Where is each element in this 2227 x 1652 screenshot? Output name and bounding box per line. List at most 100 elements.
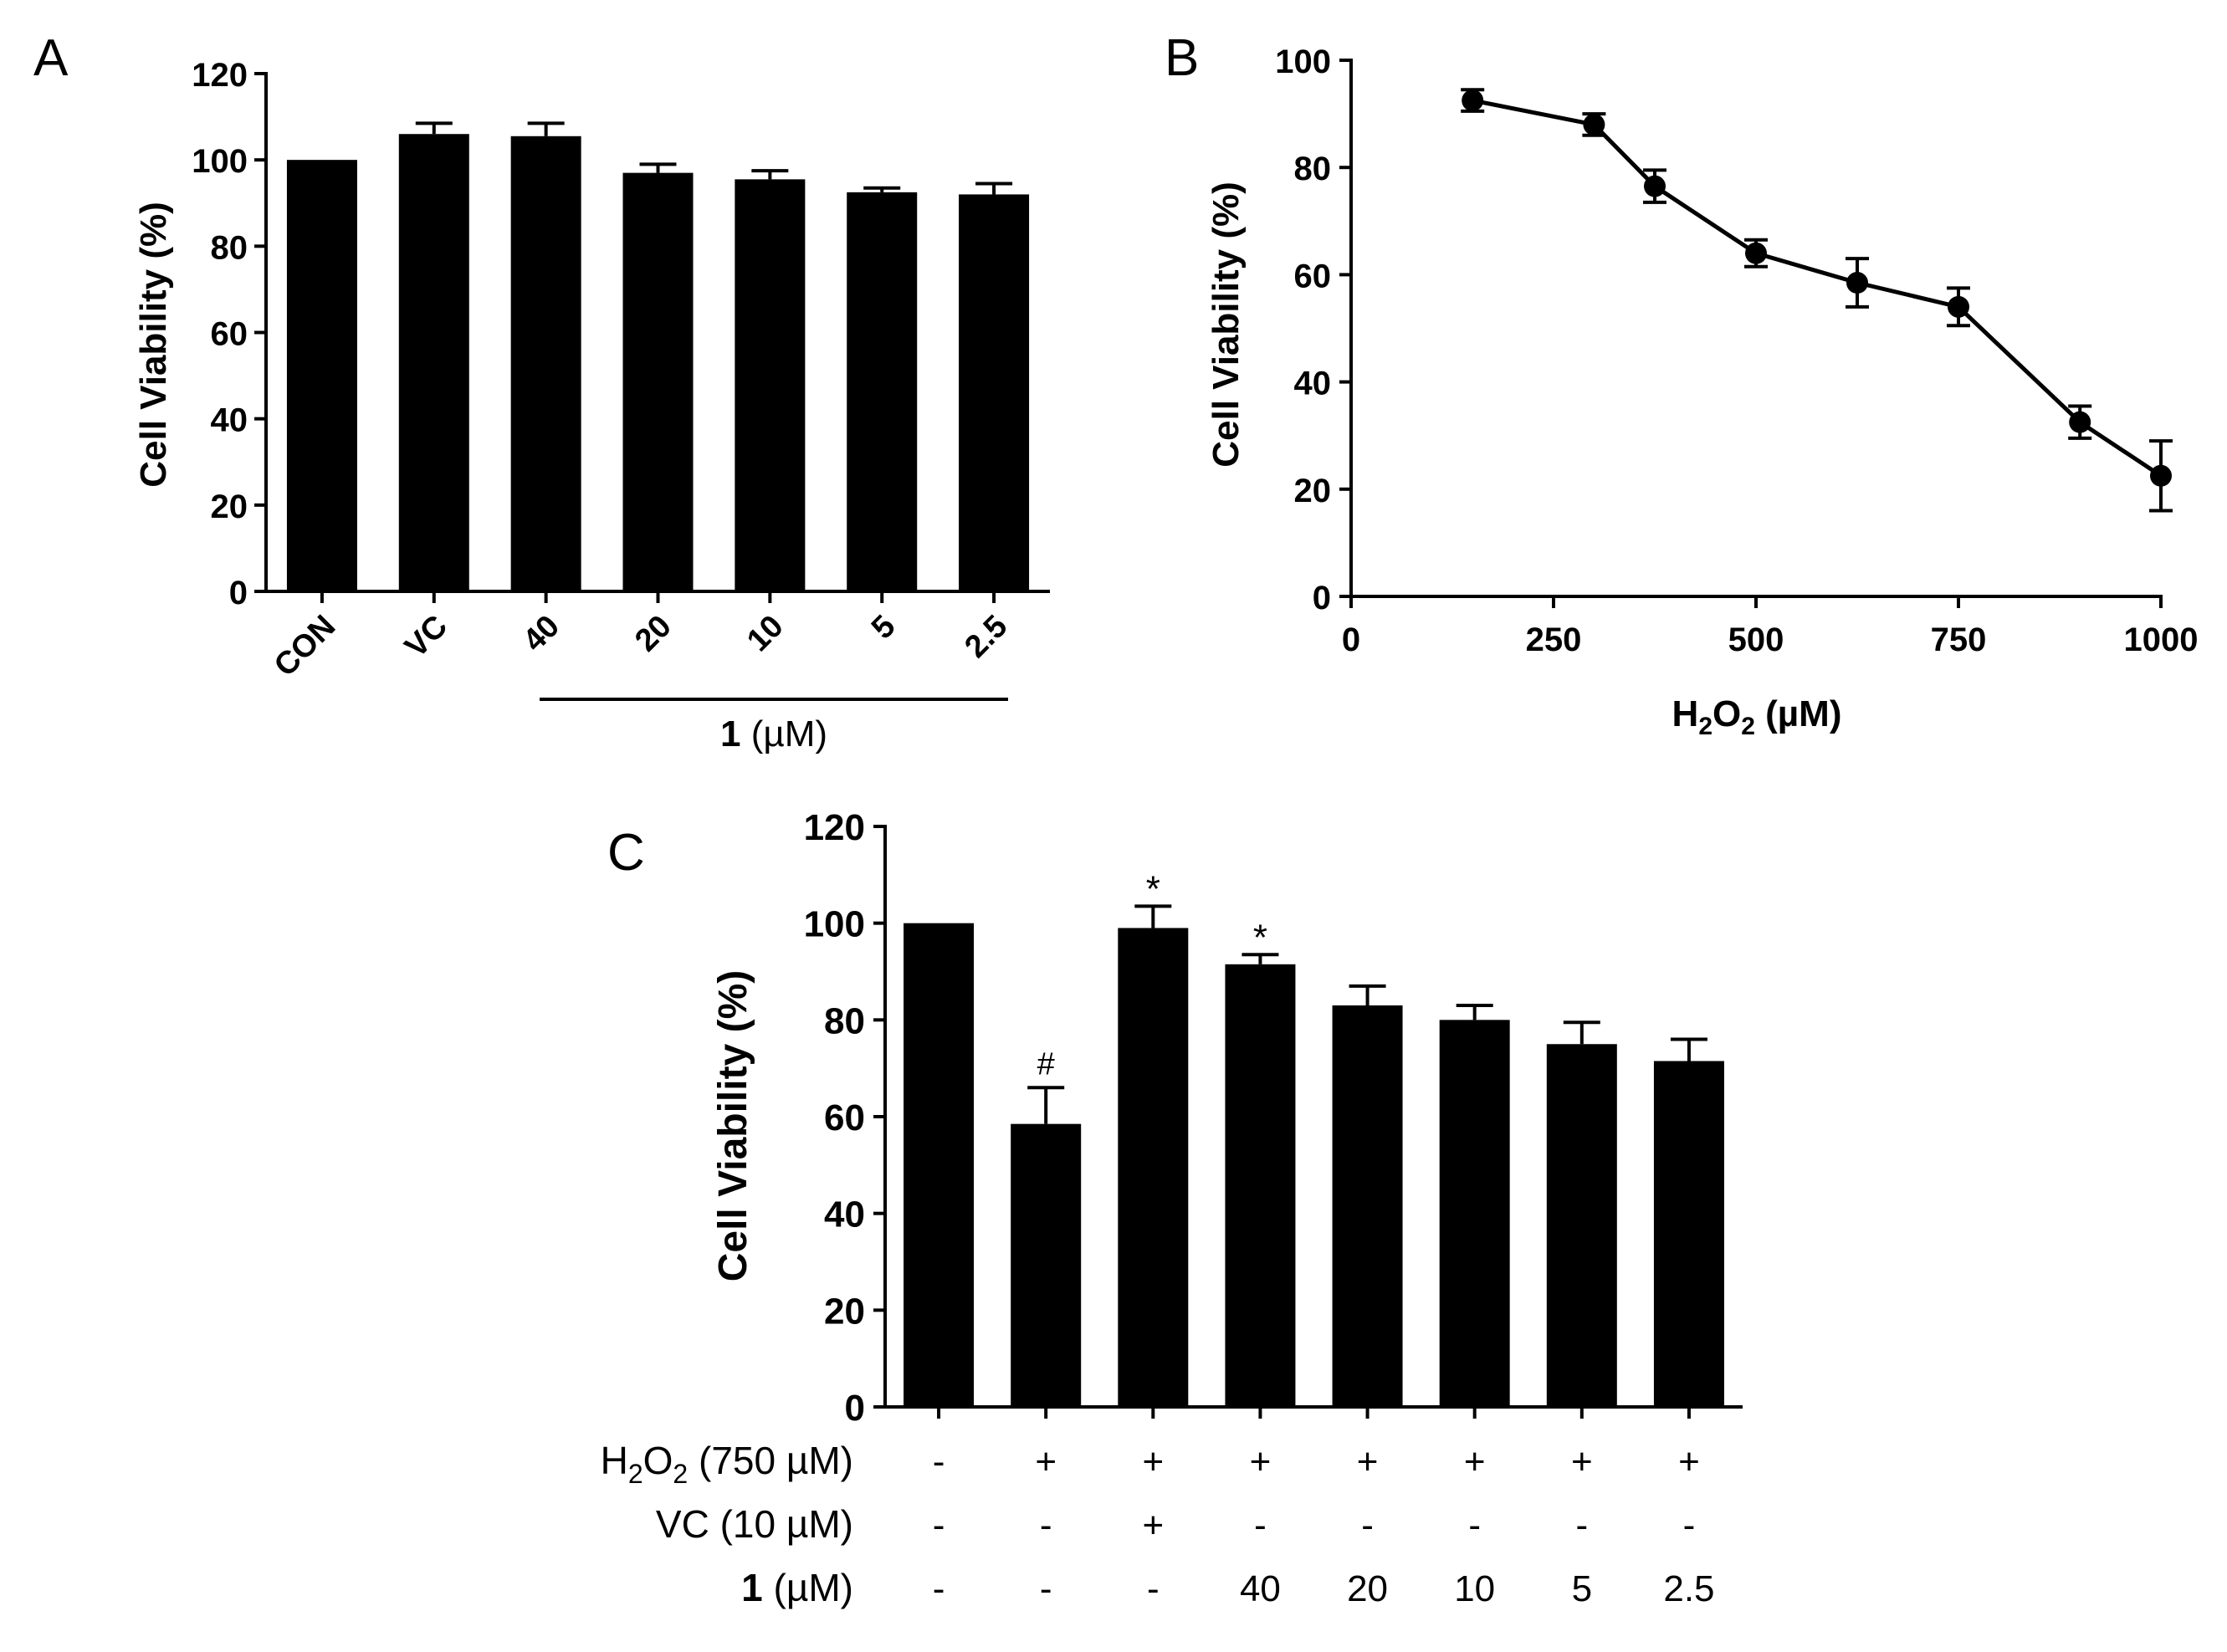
x-tick-label: 1000 [2124,621,2199,658]
condition-cell-vc: - [1575,1505,1588,1546]
data-point [1846,272,1868,294]
panel-a-y-ticks: 0 20 40 60 80 100 120 [192,57,266,611]
panel-letter-b: B [1165,29,1199,87]
y-tick-label: 20 [824,1291,865,1332]
row-label-vc: VC (10 µM) [656,1502,853,1546]
y-tick-label: 120 [804,807,865,848]
error-bar [1134,904,1172,928]
error-bar [1670,1037,1707,1061]
error-bar [863,186,901,192]
condition-cell-vc: - [933,1505,945,1546]
condition-cell-vc: - [1468,1505,1481,1546]
row-label-h2o2: H2O2 (750 µM) [601,1439,853,1489]
x-tick-label: 2.5 [958,609,1014,665]
error-bar [639,162,677,173]
data-point [1644,175,1666,197]
condition-cell-vc: + [1142,1505,1164,1546]
y-tick-label: 20 [211,488,248,525]
x-tick-label: 500 [1728,621,1784,658]
condition-cell-h2o2: + [1464,1441,1486,1482]
panel-a-bars [286,121,1030,592]
row-label-compound: 1 (µM) [741,1566,853,1609]
y-tick-label: 60 [824,1097,865,1138]
panel-c-y-ticks: 0 20 40 60 80 100 120 [804,807,885,1429]
condition-cell-compound: 10 [1454,1568,1495,1609]
x-tick-label: 20 [628,609,678,659]
condition-cell-vc: - [1683,1505,1696,1546]
panel-b-y-label: Cell Viability (%) [1206,182,1247,468]
error-bar [415,121,453,135]
x-tick-label: 0 [1342,621,1360,658]
bar [1332,1005,1403,1407]
data-point [1948,295,1969,318]
bar [286,160,357,591]
x-tick-label: 250 [1526,621,1582,658]
y-tick-label: 120 [192,57,248,94]
panel-b-series [1461,88,2173,513]
condition-cell-h2o2: + [1035,1441,1057,1482]
condition-cell-vc: - [1361,1505,1374,1546]
condition-cell-compound: 5 [1572,1568,1592,1609]
error-bar [751,169,789,180]
error-bar [1456,1003,1493,1020]
bar [1118,928,1189,1407]
condition-cell-compound: - [1040,1568,1052,1609]
x-tick-label: CON [268,609,342,683]
series-line [1472,98,2163,478]
data-point [2150,464,2172,487]
panel-a-group-label: 1 (µM) [720,713,827,754]
y-tick-label: 0 [845,1388,865,1429]
bar [1011,1123,1082,1407]
bar [959,194,1030,591]
significance-star: * [1146,868,1160,909]
panel-b: B 0 20 40 60 80 100 0 250 500 750 1000 Cell Viabi… [1165,29,2198,740]
x-tick-label: 10 [740,609,791,659]
panel-a-y-label: Cell Viability (%) [133,202,174,488]
y-tick-label: 100 [192,143,248,180]
y-tick-label: 60 [211,316,248,353]
y-tick-label: 40 [211,402,248,439]
error-bar [1027,1086,1065,1124]
y-tick-label: 80 [824,1000,865,1041]
bar [622,172,694,591]
bar [1439,1020,1510,1407]
y-tick-label: 0 [229,575,248,611]
y-tick-label: 100 [1275,43,1331,80]
error-bar [527,121,565,136]
panel-b-y-ticks: 0 20 40 60 80 100 [1275,43,1351,616]
panel-b-x-label: H2O2 (µM) [1672,693,1842,740]
y-tick-label: 60 [1294,258,1332,294]
bar [847,192,918,591]
condition-cell-h2o2: + [1357,1441,1379,1482]
y-tick-label: 80 [1294,151,1332,187]
panel-letter-a: A [33,29,69,87]
condition-cell-h2o2: - [933,1441,945,1482]
y-tick-label: 100 [804,904,865,945]
y-tick-label: 80 [211,229,248,266]
x-tick-label: VC [398,609,454,665]
data-point [1462,90,1484,112]
bar [1653,1061,1724,1407]
data-point [2069,411,2091,433]
condition-cell-compound: - [933,1568,945,1609]
condition-cell-vc: - [1254,1505,1267,1546]
panel-a-x-tick-labels: CON VC 40 20 10 5 2.5 [268,591,1014,683]
y-tick-label: 20 [1294,473,1332,509]
bar [510,136,581,591]
error-bar [1349,984,1386,1005]
significance-hash: # [1037,1046,1055,1082]
condition-cell-vc: - [1040,1505,1052,1546]
x-tick-label: 40 [516,609,566,659]
error-bar [1563,1020,1600,1045]
condition-cell-compound: 40 [1240,1568,1281,1609]
significance-star: * [1253,917,1267,958]
bar [398,134,469,591]
bar [904,923,975,1407]
data-point [1745,242,1767,264]
data-point [1583,113,1605,136]
condition-cell-h2o2: + [1571,1441,1593,1482]
x-tick-label: 5 [865,609,903,647]
panel-c-bars: # * * [904,868,1724,1419]
condition-cell-compound: - [1147,1568,1160,1609]
